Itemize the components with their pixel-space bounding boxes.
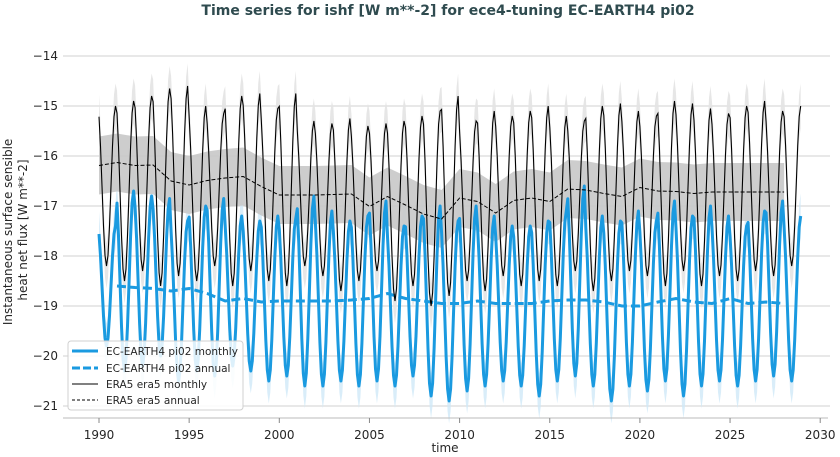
x-tick-label: 2005: [354, 428, 385, 442]
series-era5-monthly: [98, 85, 802, 307]
era5-annual-band: [99, 133, 785, 248]
y-tick-label: −21: [33, 399, 58, 413]
y-tick-label: −19: [33, 299, 58, 313]
legend-era5-monthly: ERA5 era5 monthly: [106, 379, 207, 391]
y-tick-label: −16: [33, 149, 58, 163]
legend: EC-EARTH4 pi02 monthly EC-EARTH4 pi02 an…: [67, 340, 244, 411]
y-tick-label: −14: [33, 49, 58, 63]
x-tick-label: 1990: [84, 428, 115, 442]
series-era5-annual: [98, 161, 785, 220]
x-tick-label: 2010: [444, 428, 475, 442]
x-tick-label: 2025: [715, 428, 746, 442]
y-tick-label: −17: [33, 199, 58, 213]
y-tick-label: −18: [33, 249, 58, 263]
y-tick-label: −15: [33, 99, 58, 113]
x-tick-label: 1995: [174, 428, 205, 442]
x-tick-label: 2030: [805, 428, 836, 442]
y-axis-label-line-1: Instantaneous surface sensible: [1, 139, 15, 325]
x-tick-label: 2020: [625, 428, 656, 442]
y-axis-label: Instantaneous surface sensible heat net …: [1, 135, 30, 325]
x-tick-label: 2000: [264, 428, 295, 442]
legend-ec-annual: EC-EARTH4 pi02 annual: [106, 363, 230, 375]
chart-title: Time series for ishf [W m**-2] for ece4-…: [201, 3, 694, 19]
y-tick-label: −20: [33, 349, 58, 363]
series-ec-earth-annual: [116, 284, 785, 308]
x-tick-label: 2015: [534, 428, 565, 442]
x-axis-label: time: [431, 441, 458, 455]
y-axis-label-line-2: heat net flux [W m**-2]: [16, 159, 30, 300]
legend-era5-annual: ERA5 era5 annual: [106, 395, 200, 407]
legend-ec-monthly: EC-EARTH4 pi02 monthly: [106, 346, 238, 358]
